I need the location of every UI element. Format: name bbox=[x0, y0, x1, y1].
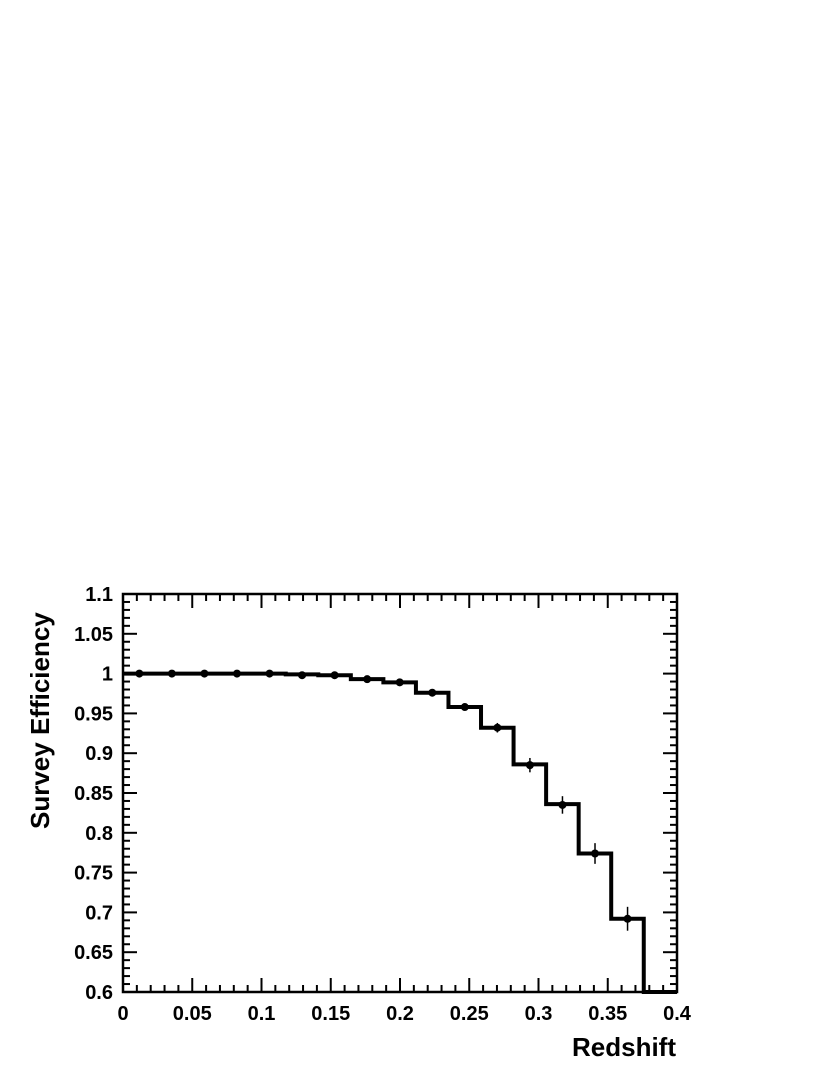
data-point bbox=[135, 669, 144, 678]
data-point bbox=[525, 761, 534, 770]
data-point bbox=[167, 669, 176, 678]
y-tick-label: 1 bbox=[102, 664, 113, 686]
x-tick-label: 0.2 bbox=[386, 1003, 414, 1025]
data-point bbox=[395, 678, 404, 687]
data-point bbox=[330, 671, 339, 680]
y-tick-label: 1.1 bbox=[85, 584, 113, 606]
data-point bbox=[558, 800, 567, 809]
y-tick-label: 0.8 bbox=[85, 823, 113, 845]
data-point bbox=[200, 669, 209, 678]
y-tick-label: 0.6 bbox=[85, 982, 113, 1004]
data-point bbox=[493, 723, 502, 732]
data-point bbox=[428, 688, 437, 697]
x-tick-label: 0.25 bbox=[450, 1003, 489, 1025]
x-tick-label: 0.4 bbox=[663, 1003, 692, 1025]
x-tick-label: 0.15 bbox=[311, 1003, 350, 1025]
y-axis-title: Survey Efficiency bbox=[25, 612, 55, 829]
y-tick-label: 0.7 bbox=[85, 902, 113, 924]
x-tick-label: 0.1 bbox=[248, 1003, 276, 1025]
data-point bbox=[363, 675, 372, 684]
data-point bbox=[298, 671, 307, 680]
y-tick-label: 0.65 bbox=[74, 942, 113, 964]
y-tick-label: 0.75 bbox=[74, 863, 113, 885]
y-tick-label: 0.9 bbox=[85, 743, 113, 765]
data-point bbox=[265, 669, 274, 678]
y-tick-label: 1.05 bbox=[74, 624, 113, 646]
x-tick-label: 0.3 bbox=[525, 1003, 553, 1025]
data-point bbox=[232, 669, 241, 678]
data-point bbox=[591, 849, 600, 858]
x-tick-label: 0 bbox=[117, 1003, 128, 1025]
y-tick-label: 0.95 bbox=[74, 703, 113, 725]
data-point bbox=[460, 703, 469, 712]
x-tick-label: 0.05 bbox=[173, 1003, 212, 1025]
tick-marks bbox=[122, 593, 678, 993]
data-series bbox=[123, 669, 677, 994]
tick-labels: 0 0.05 0.1 0.15 0.2 0.25 0.3 0.35 0.4 0.6 0.65 0.7 0… bbox=[74, 584, 692, 1025]
x-axis-title: Redshift bbox=[572, 1032, 676, 1062]
data-point bbox=[623, 914, 632, 923]
y-tick-label: 0.85 bbox=[74, 783, 113, 805]
x-tick-label: 0.35 bbox=[588, 1003, 627, 1025]
